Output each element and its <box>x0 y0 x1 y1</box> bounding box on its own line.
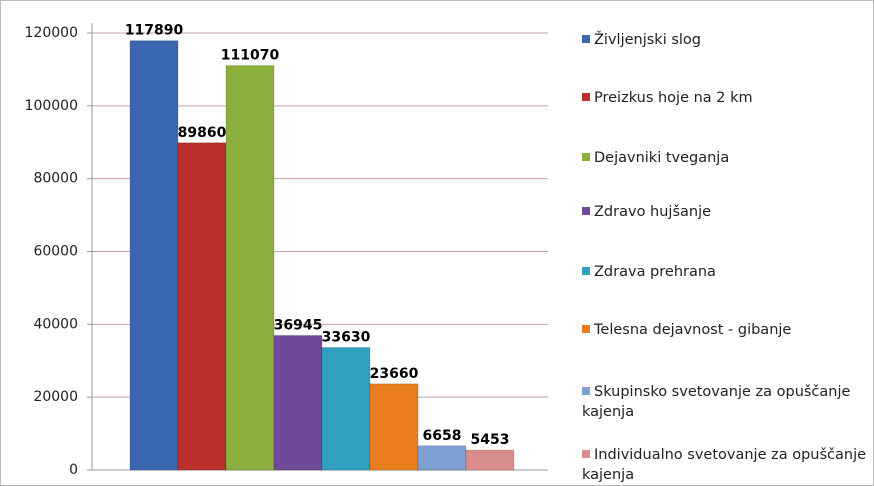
y-tick-label: 60000 <box>33 244 78 260</box>
value-label: 33630 <box>322 330 371 346</box>
y-tick-label: 20000 <box>33 389 78 405</box>
legend-label: Življenjski slog <box>594 32 701 48</box>
legend-label: Dejavniki tveganja <box>594 150 730 166</box>
legend-swatch <box>582 207 590 215</box>
value-label: 111070 <box>221 48 280 64</box>
legend-label: Individualno svetovanje za opuščanje kaj… <box>582 447 867 483</box>
legend-label: Zdravo hujšanje <box>594 204 712 220</box>
legend-item: Telesna dejavnost - gibanje <box>582 320 867 340</box>
value-label: 36945 <box>274 317 323 333</box>
y-tick-label: 100000 <box>25 98 78 114</box>
bar <box>369 383 419 471</box>
bar <box>273 334 323 471</box>
legend-swatch <box>582 325 590 333</box>
legend-item: Individualno svetovanje za opuščanje kaj… <box>582 445 867 485</box>
legend-label: Telesna dejavnost - gibanje <box>594 322 792 338</box>
legend-item: Preizkus hoje na 2 km <box>582 88 867 108</box>
bar <box>177 142 227 471</box>
legend-swatch <box>582 450 590 458</box>
bar <box>129 40 179 471</box>
legend-item: Skupinsko svetovanje za opuščanje kajenj… <box>582 382 867 422</box>
bar <box>321 347 371 471</box>
y-tick-label: 40000 <box>33 316 78 332</box>
value-label: 23660 <box>370 366 419 382</box>
value-label: 6658 <box>423 428 462 444</box>
bar <box>417 445 467 471</box>
legend-swatch <box>582 35 590 43</box>
legend-label: Zdrava prehrana <box>594 264 716 280</box>
bar <box>225 65 275 471</box>
bar <box>465 449 515 471</box>
legend-item: Dejavniki tveganja <box>582 148 867 168</box>
y-tick-label: 0 <box>69 462 78 478</box>
legend-swatch <box>582 387 590 395</box>
value-label: 89860 <box>178 125 227 141</box>
legend-item: Zdravo hujšanje <box>582 202 867 222</box>
legend-item: Zdrava prehrana <box>582 262 867 282</box>
value-label: 5453 <box>471 432 510 448</box>
y-tick-label: 80000 <box>33 171 78 187</box>
y-tick-label: 120000 <box>25 25 78 41</box>
legend-swatch <box>582 93 590 101</box>
legend-label: Skupinsko svetovanje za opuščanje kajenj… <box>582 384 851 420</box>
legend-label: Preizkus hoje na 2 km <box>594 90 753 106</box>
legend-swatch <box>582 153 590 161</box>
legend-item: Življenjski slog <box>582 30 867 50</box>
value-label: 117890 <box>125 23 184 39</box>
legend-swatch <box>582 267 590 275</box>
